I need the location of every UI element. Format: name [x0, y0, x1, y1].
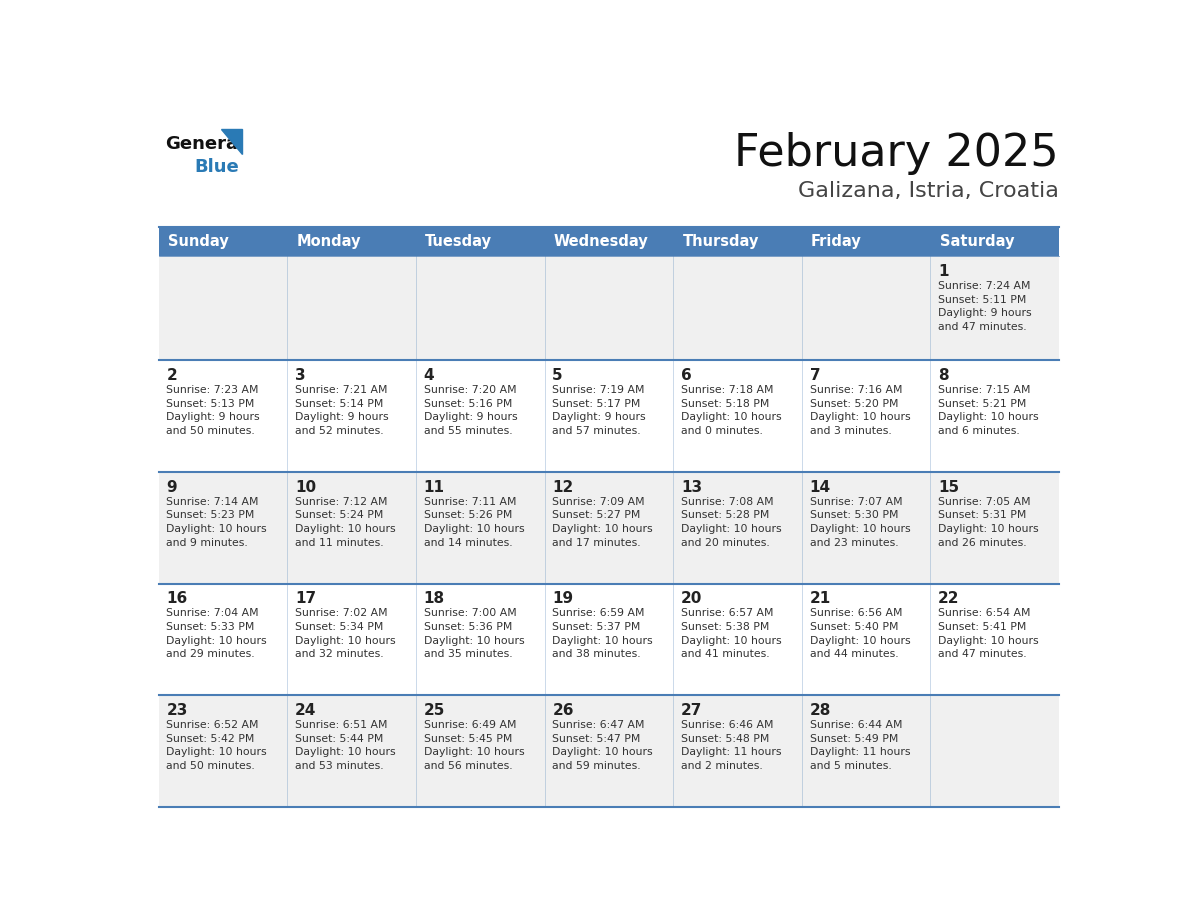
Text: Sunrise: 6:44 AM
Sunset: 5:49 PM
Daylight: 11 hours
and 5 minutes.: Sunrise: 6:44 AM Sunset: 5:49 PM Dayligh…: [809, 720, 910, 771]
Text: 5: 5: [552, 368, 563, 383]
Text: Sunrise: 7:18 AM
Sunset: 5:18 PM
Daylight: 10 hours
and 0 minutes.: Sunrise: 7:18 AM Sunset: 5:18 PM Dayligh…: [681, 385, 782, 436]
Text: Sunrise: 7:04 AM
Sunset: 5:33 PM
Daylight: 10 hours
and 29 minutes.: Sunrise: 7:04 AM Sunset: 5:33 PM Dayligh…: [166, 609, 267, 659]
Text: Sunrise: 6:57 AM
Sunset: 5:38 PM
Daylight: 10 hours
and 41 minutes.: Sunrise: 6:57 AM Sunset: 5:38 PM Dayligh…: [681, 609, 782, 659]
Text: 6: 6: [681, 368, 691, 383]
Text: Sunrise: 7:14 AM
Sunset: 5:23 PM
Daylight: 10 hours
and 9 minutes.: Sunrise: 7:14 AM Sunset: 5:23 PM Dayligh…: [166, 497, 267, 547]
Text: 3: 3: [295, 368, 305, 383]
Bar: [158, 361, 1060, 472]
Text: 28: 28: [809, 703, 830, 718]
Text: Thursday: Thursday: [682, 234, 759, 250]
Text: Sunrise: 7:12 AM
Sunset: 5:24 PM
Daylight: 10 hours
and 11 minutes.: Sunrise: 7:12 AM Sunset: 5:24 PM Dayligh…: [295, 497, 396, 547]
Text: Wednesday: Wednesday: [554, 234, 649, 250]
Text: 27: 27: [681, 703, 702, 718]
Text: Sunrise: 6:49 AM
Sunset: 5:45 PM
Daylight: 10 hours
and 56 minutes.: Sunrise: 6:49 AM Sunset: 5:45 PM Dayligh…: [424, 720, 524, 771]
Text: Friday: Friday: [811, 234, 861, 250]
Text: 18: 18: [424, 591, 444, 607]
Text: Tuesday: Tuesday: [425, 234, 492, 250]
Text: Sunrise: 7:00 AM
Sunset: 5:36 PM
Daylight: 10 hours
and 35 minutes.: Sunrise: 7:00 AM Sunset: 5:36 PM Dayligh…: [424, 609, 524, 659]
Text: 14: 14: [809, 480, 830, 495]
Polygon shape: [221, 129, 242, 154]
Text: Sunrise: 7:16 AM
Sunset: 5:20 PM
Daylight: 10 hours
and 3 minutes.: Sunrise: 7:16 AM Sunset: 5:20 PM Dayligh…: [809, 385, 910, 436]
Bar: [158, 584, 1060, 695]
Text: Sunrise: 7:15 AM
Sunset: 5:21 PM
Daylight: 10 hours
and 6 minutes.: Sunrise: 7:15 AM Sunset: 5:21 PM Dayligh…: [939, 385, 1038, 436]
Text: Blue: Blue: [194, 158, 239, 175]
Text: Sunrise: 7:19 AM
Sunset: 5:17 PM
Daylight: 9 hours
and 57 minutes.: Sunrise: 7:19 AM Sunset: 5:17 PM Dayligh…: [552, 385, 646, 436]
Text: 10: 10: [295, 480, 316, 495]
Text: Sunrise: 7:21 AM
Sunset: 5:14 PM
Daylight: 9 hours
and 52 minutes.: Sunrise: 7:21 AM Sunset: 5:14 PM Dayligh…: [295, 385, 388, 436]
Text: Sunrise: 7:24 AM
Sunset: 5:11 PM
Daylight: 9 hours
and 47 minutes.: Sunrise: 7:24 AM Sunset: 5:11 PM Dayligh…: [939, 281, 1032, 332]
Bar: [158, 256, 1060, 361]
Text: 12: 12: [552, 480, 574, 495]
Text: 25: 25: [424, 703, 446, 718]
Text: 23: 23: [166, 703, 188, 718]
Text: Sunrise: 6:52 AM
Sunset: 5:42 PM
Daylight: 10 hours
and 50 minutes.: Sunrise: 6:52 AM Sunset: 5:42 PM Dayligh…: [166, 720, 267, 771]
Text: General: General: [165, 135, 244, 152]
Text: 7: 7: [809, 368, 820, 383]
Text: 9: 9: [166, 480, 177, 495]
Text: Sunrise: 7:23 AM
Sunset: 5:13 PM
Daylight: 9 hours
and 50 minutes.: Sunrise: 7:23 AM Sunset: 5:13 PM Dayligh…: [166, 385, 260, 436]
Text: Sunrise: 7:07 AM
Sunset: 5:30 PM
Daylight: 10 hours
and 23 minutes.: Sunrise: 7:07 AM Sunset: 5:30 PM Dayligh…: [809, 497, 910, 547]
Text: Sunrise: 7:02 AM
Sunset: 5:34 PM
Daylight: 10 hours
and 32 minutes.: Sunrise: 7:02 AM Sunset: 5:34 PM Dayligh…: [295, 609, 396, 659]
Text: 26: 26: [552, 703, 574, 718]
Text: 13: 13: [681, 480, 702, 495]
Text: Sunrise: 7:20 AM
Sunset: 5:16 PM
Daylight: 9 hours
and 55 minutes.: Sunrise: 7:20 AM Sunset: 5:16 PM Dayligh…: [424, 385, 517, 436]
Text: Sunrise: 6:56 AM
Sunset: 5:40 PM
Daylight: 10 hours
and 44 minutes.: Sunrise: 6:56 AM Sunset: 5:40 PM Dayligh…: [809, 609, 910, 659]
Text: February 2025: February 2025: [734, 131, 1060, 174]
Text: Sunrise: 6:46 AM
Sunset: 5:48 PM
Daylight: 11 hours
and 2 minutes.: Sunrise: 6:46 AM Sunset: 5:48 PM Dayligh…: [681, 720, 782, 771]
Text: Sunday: Sunday: [168, 234, 228, 250]
Text: Galizana, Istria, Croatia: Galizana, Istria, Croatia: [798, 181, 1060, 201]
Text: 11: 11: [424, 480, 444, 495]
Text: Sunrise: 7:11 AM
Sunset: 5:26 PM
Daylight: 10 hours
and 14 minutes.: Sunrise: 7:11 AM Sunset: 5:26 PM Dayligh…: [424, 497, 524, 547]
Text: Sunrise: 6:51 AM
Sunset: 5:44 PM
Daylight: 10 hours
and 53 minutes.: Sunrise: 6:51 AM Sunset: 5:44 PM Dayligh…: [295, 720, 396, 771]
Text: 20: 20: [681, 591, 702, 607]
Text: Sunrise: 7:09 AM
Sunset: 5:27 PM
Daylight: 10 hours
and 17 minutes.: Sunrise: 7:09 AM Sunset: 5:27 PM Dayligh…: [552, 497, 653, 547]
Text: 2: 2: [166, 368, 177, 383]
Bar: [158, 695, 1060, 807]
Text: 15: 15: [939, 480, 960, 495]
Bar: [158, 227, 1060, 256]
Text: 19: 19: [552, 591, 574, 607]
Text: 24: 24: [295, 703, 316, 718]
Text: Sunrise: 6:59 AM
Sunset: 5:37 PM
Daylight: 10 hours
and 38 minutes.: Sunrise: 6:59 AM Sunset: 5:37 PM Dayligh…: [552, 609, 653, 659]
Text: 22: 22: [939, 591, 960, 607]
Text: 17: 17: [295, 591, 316, 607]
Text: 1: 1: [939, 264, 949, 279]
Bar: [158, 472, 1060, 584]
Text: Sunrise: 6:47 AM
Sunset: 5:47 PM
Daylight: 10 hours
and 59 minutes.: Sunrise: 6:47 AM Sunset: 5:47 PM Dayligh…: [552, 720, 653, 771]
Text: Saturday: Saturday: [940, 234, 1015, 250]
Text: Sunrise: 7:08 AM
Sunset: 5:28 PM
Daylight: 10 hours
and 20 minutes.: Sunrise: 7:08 AM Sunset: 5:28 PM Dayligh…: [681, 497, 782, 547]
Text: 16: 16: [166, 591, 188, 607]
Text: Sunrise: 6:54 AM
Sunset: 5:41 PM
Daylight: 10 hours
and 47 minutes.: Sunrise: 6:54 AM Sunset: 5:41 PM Dayligh…: [939, 609, 1038, 659]
Text: 4: 4: [424, 368, 435, 383]
Text: 21: 21: [809, 591, 830, 607]
Text: 8: 8: [939, 368, 949, 383]
Text: Monday: Monday: [297, 234, 361, 250]
Text: Sunrise: 7:05 AM
Sunset: 5:31 PM
Daylight: 10 hours
and 26 minutes.: Sunrise: 7:05 AM Sunset: 5:31 PM Dayligh…: [939, 497, 1038, 547]
